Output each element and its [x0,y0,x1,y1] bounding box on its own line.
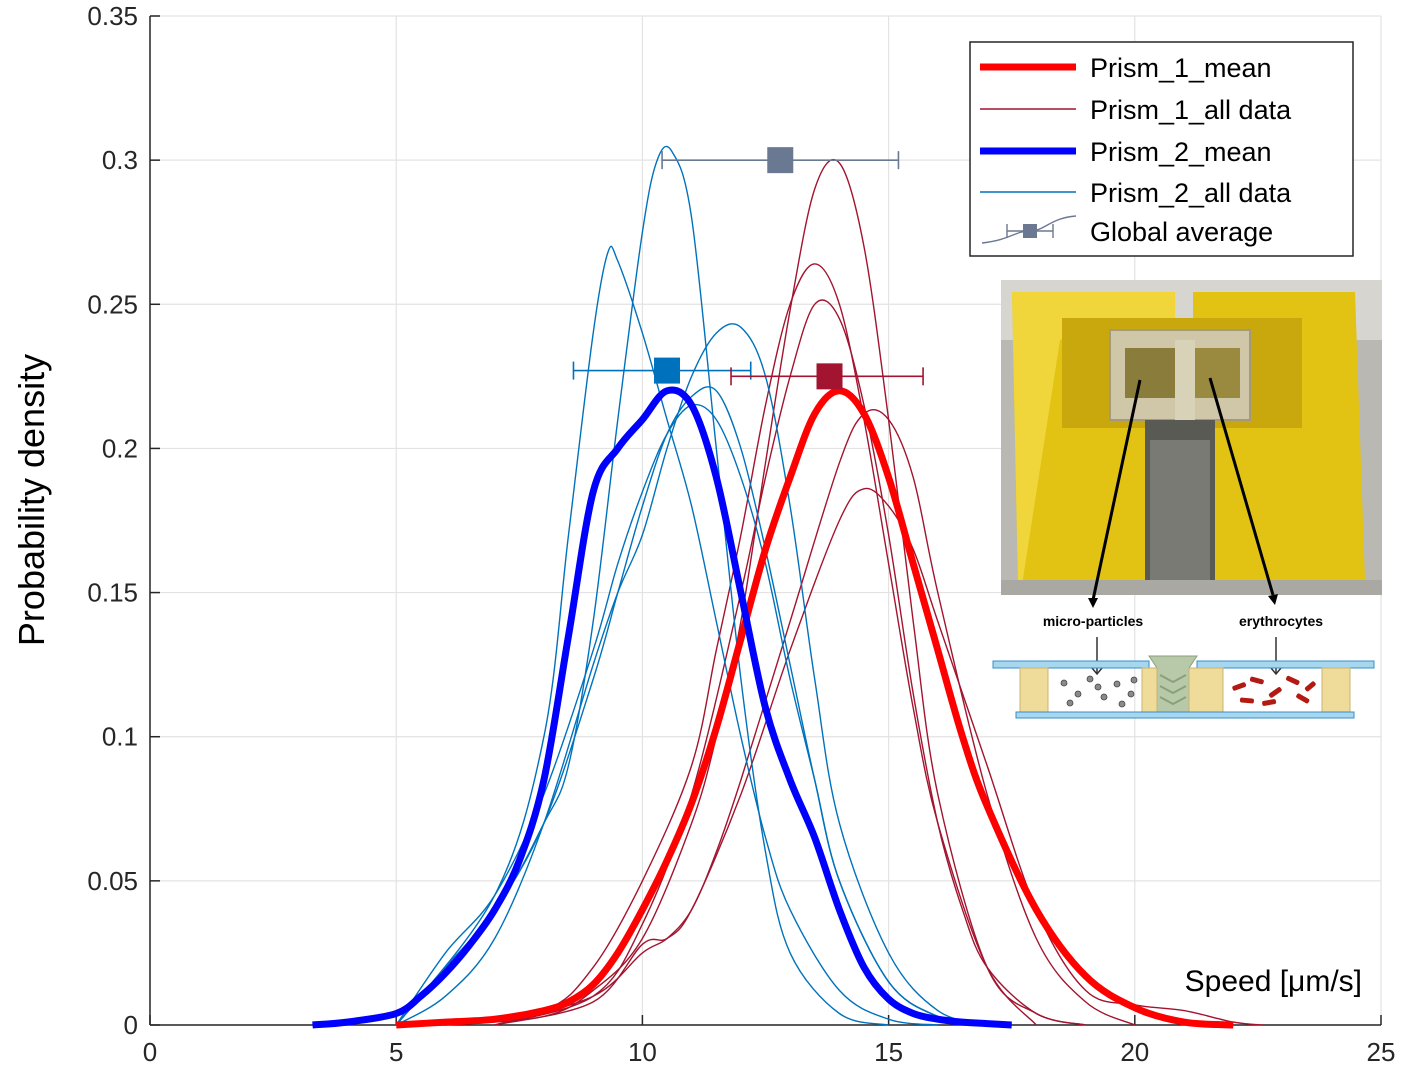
series-line-prism-1-all-data [494,487,1263,1026]
y-tick-label: 0.1 [102,722,138,752]
x-tick-label: 5 [389,1037,403,1067]
error-marker-global-average [661,147,900,174]
y-tick-label: 0.25 [87,289,138,319]
x-tick-label: 25 [1367,1037,1396,1067]
legend-entry: Prism_1_mean [980,53,1272,83]
x-tick-label: 10 [628,1037,657,1067]
series-line-prism-2-all-data [395,245,938,1026]
legend-label: Prism_1_mean [1090,53,1272,83]
x-tick-label: 15 [874,1037,903,1067]
inset-label-erythrocytes: erythrocytes [1239,613,1323,629]
x-tick-label: 20 [1120,1037,1149,1067]
error-marker-prism-1-average [730,363,924,390]
legend-entry: Prism_2_mean [980,137,1272,167]
series-lines [312,145,1263,1029]
inset-label-micro-particles: micro-particles [1043,613,1144,629]
axes: 0 5 10 15 20 25 0 0.05 0.1 0.15 0.2 0.25 0.3 0.35 [87,1,1395,1067]
y-tick-label: 0.15 [87,578,138,608]
error-markers [572,147,924,390]
x-axis-label: Speed [μm/s] [1185,965,1362,998]
series-line-prism-2-mean [312,386,1012,1029]
legend-label: Prism_2_all data [1090,178,1292,208]
y-tick-label: 0.3 [102,145,138,175]
error-marker-prism-2-average [572,357,752,384]
inset-image: micro-particles erythrocytes [992,280,1382,719]
chamber-schematic [992,637,1375,719]
legend-entry: Prism_2_all data [980,178,1292,208]
series-line-prism-1-mean [395,387,1234,1029]
legend-label: Prism_1_all data [1090,95,1292,125]
series-line-prism-2-all-data [395,145,889,1026]
series-line-prism-1-all-data [445,263,1037,1026]
y-tick-label: 0 [124,1010,138,1040]
y-tick-label: 0.05 [87,866,138,896]
legend-entry: Prism_1_all data [980,95,1292,125]
y-tick-label: 0.35 [87,1,138,31]
legend-label: Global average [1090,217,1273,247]
y-axis-label: Probability density [11,354,52,646]
legend-entry: Global average [981,215,1273,247]
y-tick-label: 0.2 [102,433,138,463]
series-line-prism-1-all-data [445,158,1086,1026]
device-photo [1001,280,1382,608]
legend: Prism_1_mean Prism_1_all data Prism_2_mean… [969,41,1354,257]
legend-label: Prism_2_mean [1090,137,1272,167]
x-tick-label: 0 [143,1037,157,1067]
